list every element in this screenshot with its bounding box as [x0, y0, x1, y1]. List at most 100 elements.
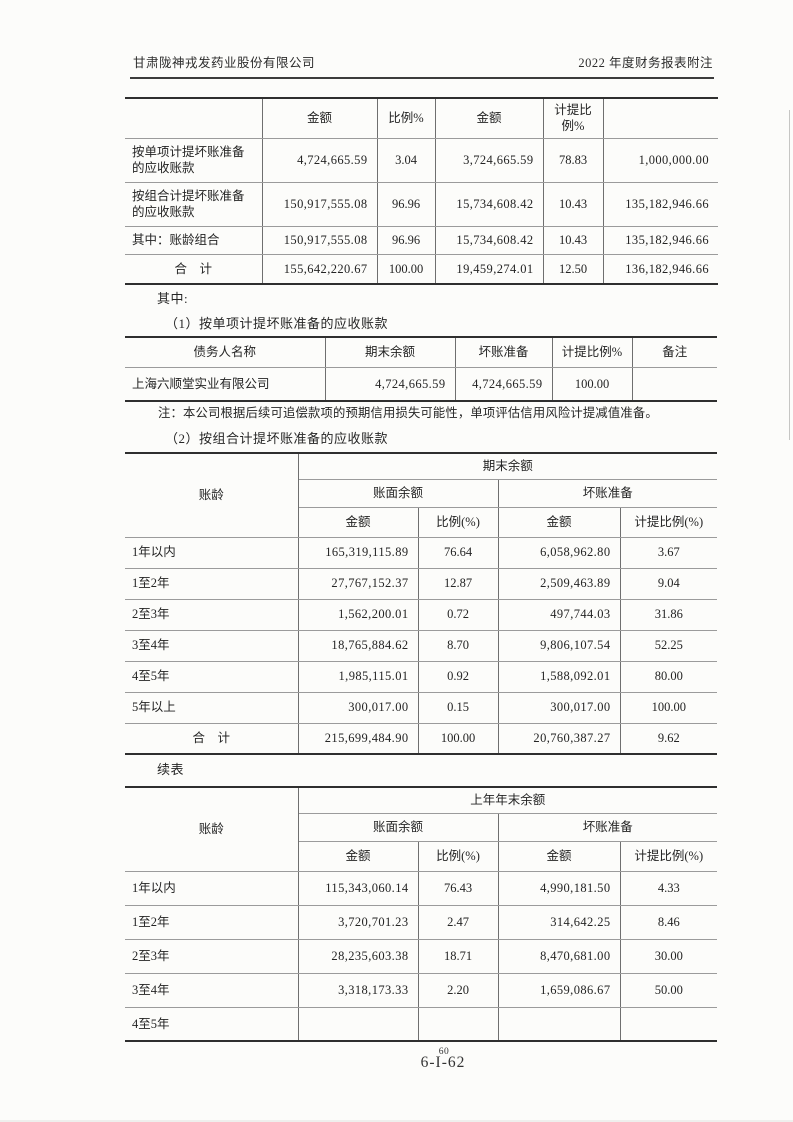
header-ratio-cell: 比例(%) — [418, 507, 499, 538]
provision-ratio-cell: 52.25 — [620, 630, 718, 662]
amount-cell: 215,699,484.90 — [298, 723, 419, 754]
ratio-cell: 76.64 — [418, 537, 499, 569]
table-header-row: 金额 比例% 金额 计提比例% — [125, 98, 718, 139]
provision-cell: 1,588,092.01 — [498, 661, 621, 693]
header-age-cell: 账龄 — [125, 787, 299, 872]
provision-cell: 4,724,665.59 — [455, 367, 553, 401]
provision-cell: 314,642.25 — [498, 905, 621, 940]
ratio-cell: 100.00 — [552, 367, 633, 401]
amount-cell: 4,724,665.59 — [262, 138, 378, 183]
table-header-row: 账面余额 坏账准备 — [125, 479, 718, 508]
provision-cell: 1,659,086.67 — [498, 973, 621, 1008]
age-cell: 1年以内 — [125, 537, 299, 569]
amount-cell: 3,720,701.23 — [298, 905, 419, 940]
provision-ratio-cell — [620, 1007, 717, 1041]
total-label-cell: 合 计 — [125, 254, 263, 284]
scan-edge-artifact — [789, 110, 790, 440]
table-header-row: 债务人名称 期末余额 坏账准备 计提比例% 备注 — [125, 337, 717, 368]
ratio-cell: 0.72 — [418, 599, 499, 631]
header-provision-ratio-cell: 计提比例% — [543, 98, 604, 139]
row-label-cell: 其中：账龄组合 — [125, 226, 263, 255]
age-cell: 4至5年 — [125, 661, 299, 693]
amount-cell: 28,235,603.38 — [298, 939, 419, 974]
header-book-balance-cell: 账面余额 — [298, 813, 499, 842]
ratio-cell: 18.71 — [418, 939, 499, 974]
header-blank-cell — [603, 98, 718, 139]
row-label-cell: 按组合计提坏账准备的应收账款 — [125, 182, 263, 227]
age-cell: 2至3年 — [125, 939, 299, 974]
amount-cell: 135,182,946.66 — [603, 226, 718, 255]
table-total-row: 合 计 215,699,484.90 100.00 20,760,387.27 … — [125, 723, 717, 754]
provision-ratio-cell: 30.00 — [620, 939, 718, 974]
amount-cell: 19,459,274.01 — [435, 254, 544, 284]
ratio-cell: 2.47 — [418, 905, 499, 940]
table-row: 1年以内 115,343,060.14 76.43 4,990,181.50 4… — [125, 871, 718, 906]
header-blank-cell — [125, 98, 263, 139]
age-cell: 4至5年 — [125, 1007, 299, 1041]
amount-cell: 150,917,555.08 — [262, 182, 378, 227]
provision-ratio-cell: 9.04 — [620, 568, 718, 600]
amount-cell: 1,562,200.01 — [298, 599, 419, 631]
provision-summary-table: 金额 比例% 金额 计提比例% 按单项计提坏账准备的应收账款 4,724,665… — [125, 97, 718, 285]
header-ratio-cell: 比例(%) — [418, 841, 499, 872]
header-ratio-cell: 计提比例% — [552, 337, 633, 368]
ratio-cell: 12.50 — [543, 254, 604, 284]
provision-ratio-cell: 9.62 — [657, 731, 680, 746]
ratio-cell: 2.20 — [418, 973, 499, 1008]
amount-cell: 115,343,060.14 — [298, 871, 419, 906]
age-cell: 3至4年 — [125, 630, 299, 662]
amount-cell — [298, 1007, 419, 1041]
scan-edge-artifact — [0, 1120, 793, 1122]
amount-cell: 300,017.00 — [298, 692, 419, 724]
total-label-cell: 合 计 — [125, 723, 299, 754]
amount-cell: 15,734,608.42 — [435, 226, 544, 255]
amount-cell: 18,765,884.62 — [298, 630, 419, 662]
continued-table-label: 续表 — [157, 762, 185, 777]
ratio-cell: 0.92 — [418, 661, 499, 693]
header-amount-cell: 金额 — [298, 841, 419, 872]
ratio-cell: 96.96 — [377, 226, 436, 255]
header-bad-debt-cell: 坏账准备 — [498, 813, 718, 842]
table-row: 2至3年 1,562,200.01 0.72 497,744.03 31.86 — [125, 599, 718, 631]
ratio-cell: 8.70 — [418, 630, 499, 662]
amount-cell: 165,319,115.89 — [298, 537, 419, 569]
ratio-cell: 100.00 — [377, 254, 436, 284]
amount-cell: 15,734,608.42 — [435, 182, 544, 227]
age-cell: 3至4年 — [125, 973, 299, 1008]
header-divider — [130, 77, 714, 79]
amount-cell: 1,000,000.00 — [603, 138, 718, 183]
provision-ratio-cell: 4.33 — [620, 871, 718, 906]
table-row: 上海六顺堂实业有限公司 4,724,665.59 4,724,665.59 10… — [125, 367, 717, 401]
header-ratio-cell: 比例% — [377, 98, 436, 139]
age-cell: 5年以上 — [125, 692, 299, 724]
note-text: 注：本公司根据后续可追偿款项的预期信用损失可能性，单项评估信用风险计提减值准备。 — [158, 406, 658, 420]
ratio-cell: 96.96 — [377, 182, 436, 227]
provision-ratio-cell: 50.00 — [620, 973, 718, 1008]
provision-ratio-cell: 100.00 — [620, 692, 718, 724]
ratio-cell: 10.43 — [543, 226, 604, 255]
aging-current-table: 账龄 期末余额 账面余额 坏账准备 金额 比例(%) 金额 计提比例(%) 1年… — [125, 452, 718, 755]
amount-cell: 135,182,946.66 — [603, 182, 718, 227]
ratio-cell: 10.43 — [543, 182, 604, 227]
document-title: 2022 年度财务报表附注 — [578, 56, 713, 70]
provision-ratio-cell: 80.00 — [620, 661, 718, 693]
header-amount-cell: 金额 — [298, 507, 419, 538]
table-header-row: 金额 比例(%) 金额 计提比例(%) — [125, 841, 718, 872]
header-balance-cell: 期末余额 — [325, 337, 456, 368]
table-row: 按单项计提坏账准备的应收账款 4,724,665.59 3.04 3,724,6… — [125, 138, 718, 183]
provision-cell: 9,806,107.54 — [498, 630, 621, 662]
header-provision-cell: 坏账准备 — [455, 337, 553, 368]
provision-cell: 300,017.00 — [498, 692, 621, 724]
header-group-cell: 期末余额 — [298, 453, 718, 480]
page-header: 甘肃陇神戎发药业股份有限公司 2022 年度财务报表附注 — [133, 52, 713, 71]
table-total-row: 合 计 155,642,220.67 100.00 19,459,274.01 … — [125, 254, 718, 284]
amount-cell: 3,724,665.59 — [435, 138, 544, 183]
provision-cell: 20,760,387.27 — [498, 723, 621, 754]
amount-cell: 136,182,946.66 — [625, 261, 709, 276]
ratio-cell: 78.83 — [543, 138, 604, 183]
header-remark-cell: 备注 — [632, 337, 717, 368]
table-row: 按组合计提坏账准备的应收账款 150,917,555.08 96.96 15,7… — [125, 182, 718, 227]
ratio-cell: 0.15 — [418, 692, 499, 724]
header-provision-ratio-cell: 计提比例(%) — [620, 507, 718, 538]
